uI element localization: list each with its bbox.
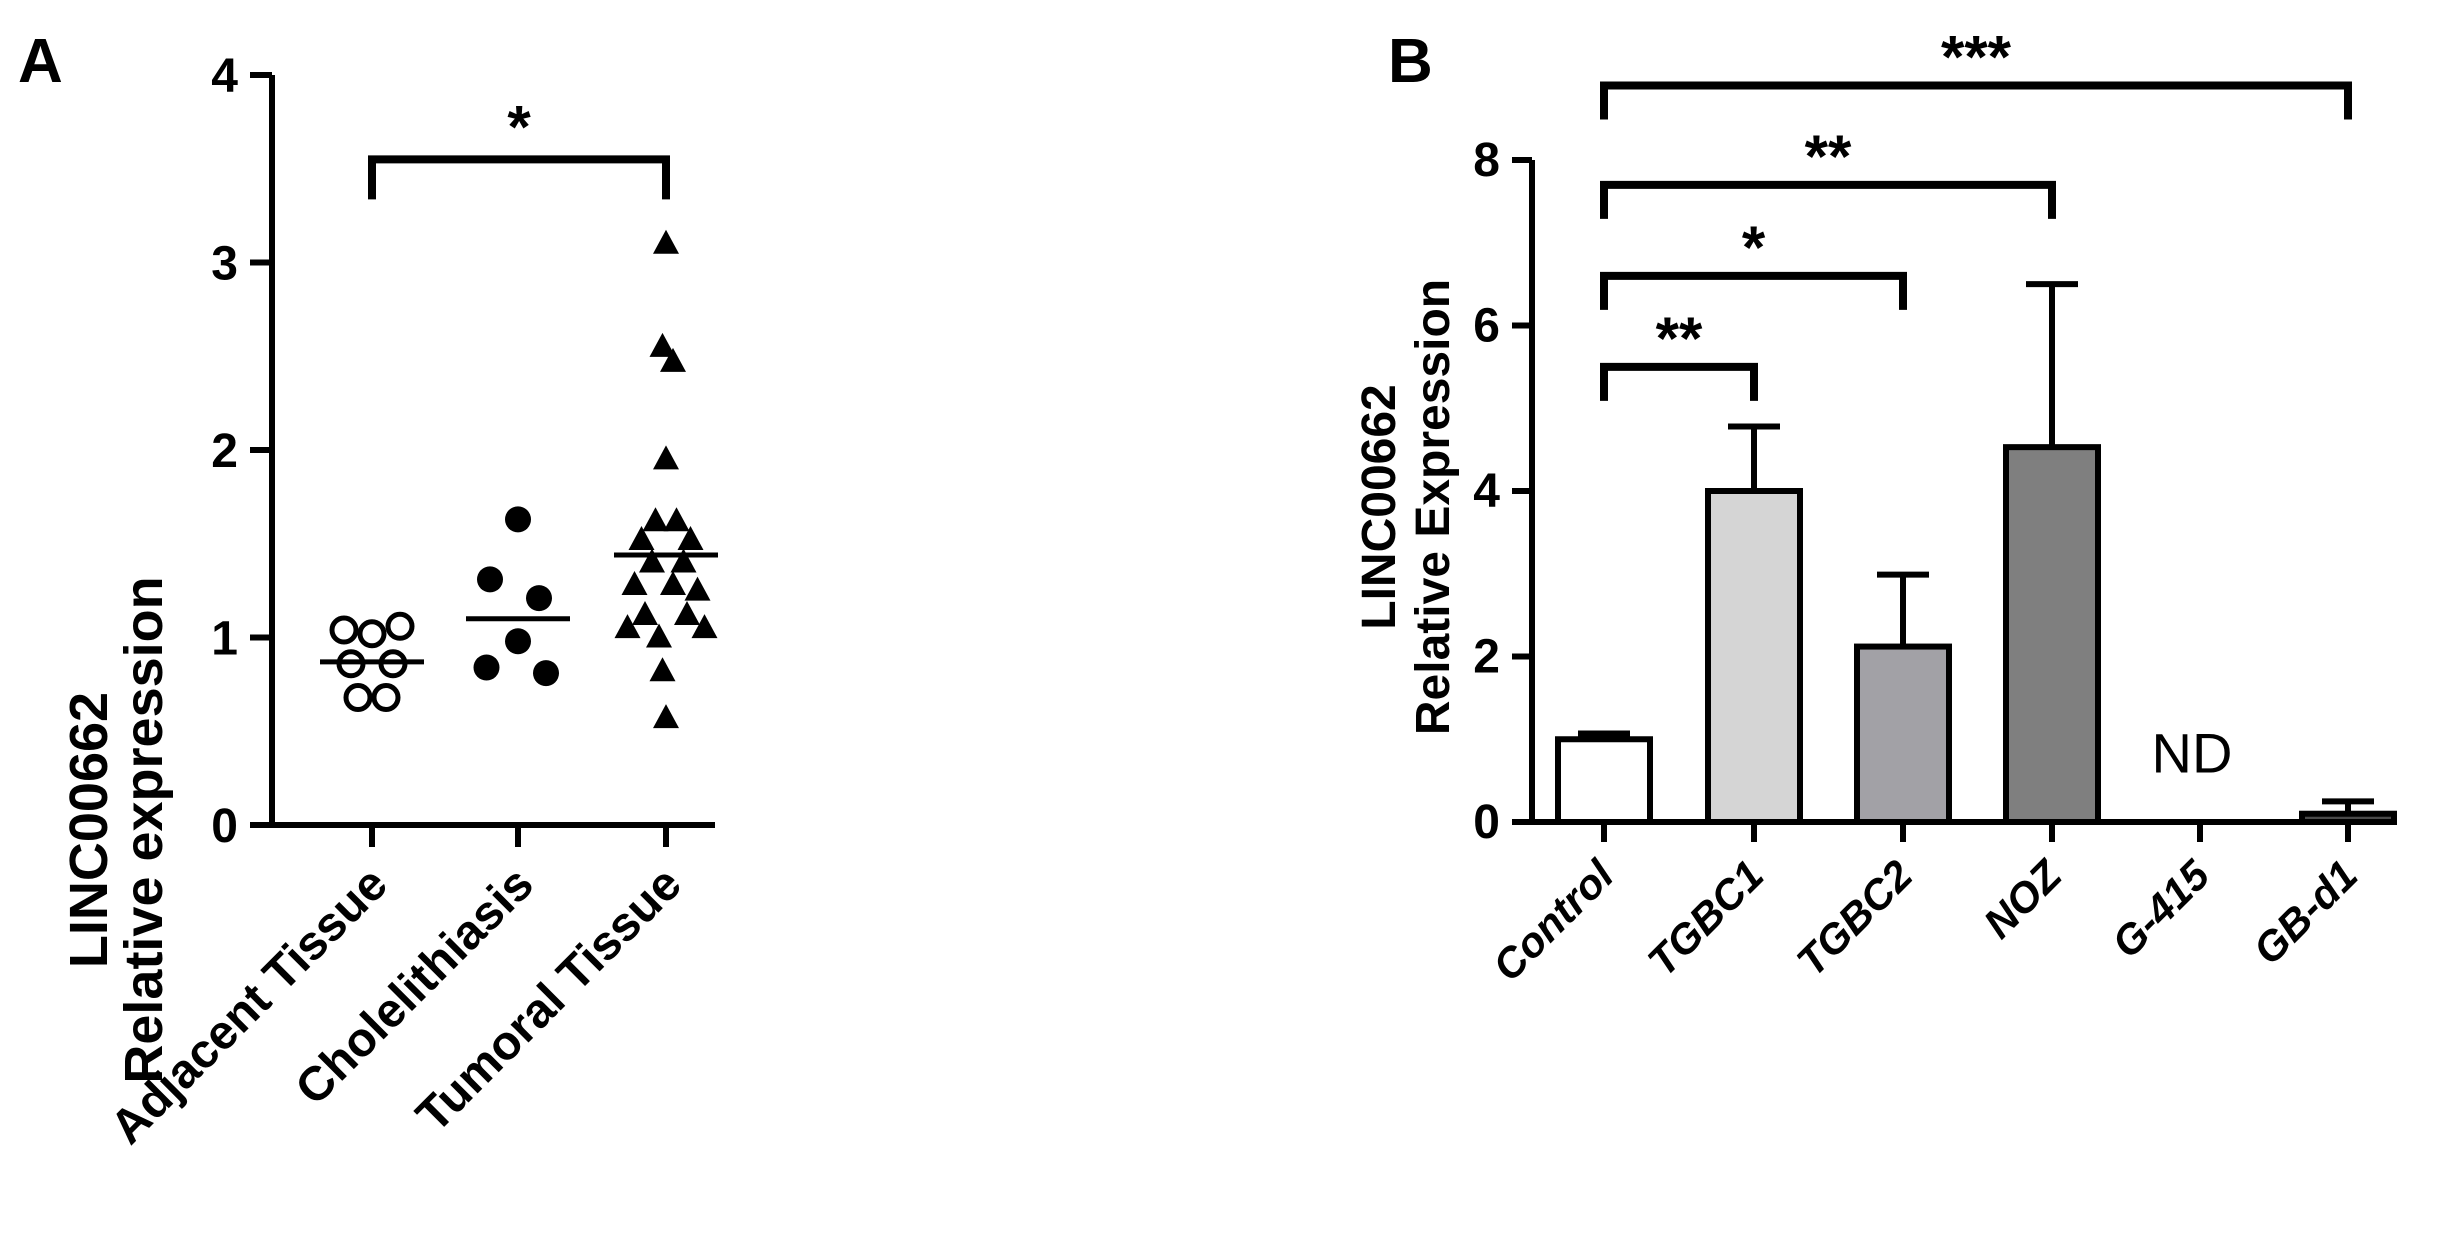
panel-b-y-ticks: 0 2 4 6 8 [1473, 134, 1532, 849]
panel-b-significance-label: ** [1805, 123, 1852, 190]
panel-a-point [526, 585, 552, 612]
panel-a-significance: * [368, 93, 670, 200]
panel-a-point [614, 614, 641, 639]
panel-a-axes [269, 75, 715, 828]
panel-a-y-axis-title-line-1: LINC00662 [59, 692, 119, 968]
panel-b-significance-label: * [1742, 214, 1766, 281]
panel-a-y-axis-title-line-2: Relative expression [114, 576, 174, 1083]
panel-a-point [357, 619, 387, 649]
panel-a-point [505, 628, 531, 655]
panel-a-point [329, 615, 359, 645]
panel-a: A LINC00662 Relative expression 0 1 2 3 4 Ad… [18, 27, 718, 1154]
panel-a-significance-bracket [368, 155, 670, 200]
panel-a-point [473, 654, 500, 681]
panel-a-point [691, 614, 718, 639]
panel-a-y-ticks: 0 1 2 3 4 [211, 50, 272, 853]
panel-b-x-tick-label: TGBC2 [1787, 851, 1921, 985]
panel-b-x-ticks: Control TGBC1 TGBC2 NOZ G-415 GB-d1 [1484, 822, 2366, 990]
panel-a-y-tick-label: 0 [211, 800, 238, 853]
panel-b-y-axis-title-line-1: LINC00662 [1353, 384, 1406, 629]
panel-a-y-tick-label: 4 [211, 50, 238, 103]
panel-a-point [649, 657, 676, 682]
panel-a-point [660, 571, 686, 595]
panel-a-point [343, 683, 373, 712]
panel-a-x-tick-label: Tumoral Tissue [407, 857, 692, 1142]
panel-a-point [663, 507, 690, 532]
panel-b-x-tick-label: G-415 [2103, 851, 2219, 967]
panel-b-not-detected: ND [2152, 721, 2233, 784]
panel-b-y-tick-label: 6 [1473, 300, 1500, 353]
panel-a-point [639, 548, 665, 573]
panel-a-point [646, 623, 672, 648]
panel-a-point [642, 507, 669, 532]
panel-a-y-tick-label: 1 [211, 613, 238, 666]
panel-a-significance-label: * [507, 93, 531, 160]
panel-b-x-tick-label: Control [1484, 850, 1624, 990]
panel-a-point [660, 347, 686, 372]
panel-b-label: B [1388, 27, 1433, 96]
panel-a-point [533, 660, 559, 687]
panel-b-y-axis-title: LINC00662 Relative Expression [1353, 279, 1460, 735]
panel-a-point [670, 548, 697, 573]
panel-a-point [371, 683, 401, 712]
panel-a-point [477, 566, 503, 593]
panel-a-means [320, 552, 718, 665]
panel-a-point [684, 576, 711, 601]
panel-b-bar [1854, 643, 1952, 825]
panel-b-significance-label: ** [1656, 305, 1703, 372]
panel-b-y-tick-label: 4 [1473, 465, 1500, 518]
panel-a-y-tick-label: 2 [211, 425, 238, 478]
panel-a-point [632, 601, 658, 625]
panel-a-point [653, 704, 679, 729]
panel-b-y-tick-label: 8 [1473, 134, 1500, 187]
panel-b-significance-bracket [1600, 362, 1758, 401]
panel-a-label: A [18, 27, 63, 96]
panel-b-axes [1529, 160, 2375, 825]
panel-a-point [505, 506, 531, 533]
panel-b-not-detected-label: ND [2152, 721, 2233, 784]
panel-b-significance-label: *** [1941, 24, 2012, 91]
panel-b-bar [1705, 488, 1803, 825]
panel-b-y-tick-label: 0 [1473, 796, 1500, 849]
panel-b-x-tick-label: TGBC1 [1638, 851, 1772, 985]
panel-a-point [628, 526, 655, 550]
panel-b-bar [2003, 444, 2101, 825]
panel-b-y-tick-label: 2 [1473, 631, 1500, 684]
panel-b-significance-bracket [1600, 271, 1907, 310]
panel-a-point [649, 332, 676, 357]
panel-b-significance: ******** [1600, 24, 2352, 401]
panel-b-significance-bracket [1600, 180, 2056, 219]
panel-a-point [653, 229, 679, 254]
panel-a-point [674, 601, 700, 625]
panel-a-point [621, 571, 648, 595]
panel-b-x-tick-label: NOZ [1974, 850, 2071, 947]
panel-b-bar [2299, 810, 2397, 825]
panel-b-significance-bracket [1600, 81, 2352, 120]
panel-b-x-tick-label: GB-d1 [2244, 851, 2366, 973]
panel-a-y-axis-title: LINC00662 Relative expression [59, 576, 174, 1083]
panel-b: B LINC00662 Relative Expression 0 2 4 6 8 Co… [1353, 24, 2397, 990]
panel-a-point [677, 526, 704, 550]
panel-a-y-tick-label: 3 [211, 238, 238, 291]
panel-a-points [329, 229, 718, 729]
panel-a-point [653, 445, 679, 470]
panel-b-y-axis-title-line-2: Relative Expression [1407, 279, 1460, 735]
panel-a-point [385, 611, 415, 641]
panel-b-bar [1555, 736, 1653, 825]
